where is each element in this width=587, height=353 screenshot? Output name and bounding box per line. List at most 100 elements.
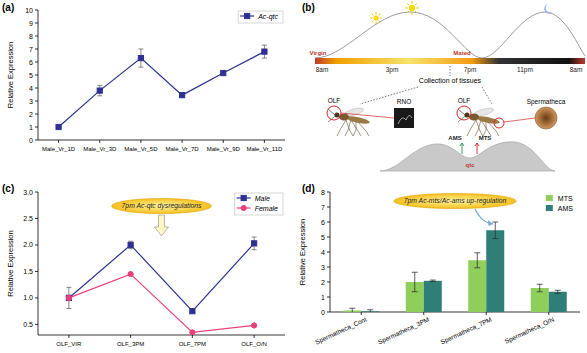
abdomen	[346, 115, 371, 125]
y-tick-label: 2	[321, 279, 325, 286]
legend-box	[238, 11, 283, 23]
y-tick-label: 1	[29, 124, 33, 131]
bar	[361, 311, 379, 312]
sun-ray	[415, 3, 417, 5]
marker	[252, 241, 257, 246]
tissue-label: OLF	[328, 97, 341, 104]
x-tick	[223, 140, 224, 143]
y-tick-label: 8	[321, 189, 325, 196]
y-tick-label: 3	[321, 264, 325, 271]
y-tick-label: 2	[29, 111, 33, 118]
sun-ray	[372, 20, 374, 22]
marker	[179, 93, 184, 98]
y-tick	[35, 297, 38, 298]
error-bar	[66, 287, 71, 308]
connector	[360, 87, 418, 104]
error-bar	[412, 272, 418, 292]
x-tick-label: Male_Vr_5D	[124, 146, 158, 152]
legend: Ac-qtc	[238, 11, 283, 23]
y-tick	[35, 271, 38, 272]
panel-label: (c)	[2, 183, 14, 194]
x-tick	[182, 140, 183, 143]
x-tick	[99, 140, 100, 143]
error-bar	[97, 85, 102, 95]
y-tick-label: 1.5	[23, 268, 33, 275]
x-axis	[38, 335, 285, 336]
marker	[241, 205, 246, 210]
head	[335, 113, 340, 118]
legend-swatch	[546, 205, 553, 211]
y-tick-label: 0	[29, 137, 33, 144]
y-tick-label: 0.5	[23, 321, 33, 328]
error-bar	[537, 284, 543, 292]
y-tick	[35, 49, 38, 50]
highlight-circle	[327, 106, 341, 120]
x-tick	[254, 335, 255, 338]
marker	[97, 88, 102, 93]
y-tick-label: 0	[321, 309, 325, 316]
timeline-label: 8am	[316, 66, 329, 73]
sun-icon	[405, 1, 418, 14]
x-tick	[361, 312, 362, 315]
error-bar	[349, 308, 355, 312]
x-tick	[486, 312, 487, 315]
y-tick-label: 8	[29, 33, 33, 40]
sun-ray	[372, 14, 374, 16]
y-tick	[327, 192, 330, 193]
y-tick	[327, 297, 330, 298]
y-tick	[35, 62, 38, 63]
leg	[467, 120, 476, 136]
annotation-oval	[394, 194, 517, 209]
marker	[56, 124, 61, 129]
marker	[252, 323, 257, 328]
legend-label: MTS	[558, 195, 573, 202]
sun-ray	[376, 22, 377, 25]
diagram: (b)Virgin8am3pmMated7pm11pm8amCollection…	[302, 1, 585, 171]
sun-ray	[415, 11, 417, 13]
x-tick	[423, 312, 424, 315]
connector	[482, 87, 492, 104]
y-tick-label: 10	[25, 7, 33, 14]
y-tick-label: 9	[29, 20, 33, 27]
error-bar	[367, 310, 373, 312]
sun-disc	[409, 5, 415, 11]
annotation-arrowhead	[488, 220, 493, 226]
sun-disc	[374, 16, 379, 21]
marker	[221, 70, 226, 75]
head	[465, 113, 470, 118]
y-tick	[327, 282, 330, 283]
marker	[190, 330, 195, 335]
x-tick-label: Male_Vr_7D	[166, 146, 200, 152]
panel-label: (d)	[302, 183, 315, 194]
y-tick-label: 7	[321, 204, 325, 211]
y-tick	[35, 23, 38, 24]
annotation-text: 7pm Ac-mts/Ac-ams up-regulation	[404, 197, 507, 205]
highlight-circle	[457, 106, 471, 120]
y-tick	[35, 244, 38, 245]
y-tick	[327, 222, 330, 223]
leg	[345, 120, 351, 136]
y-axis-label: Relative Expression	[6, 42, 15, 108]
x-tick	[130, 335, 131, 338]
gene-label: AMS	[448, 135, 461, 141]
y-tick-label: 5	[321, 234, 325, 241]
leg	[483, 120, 486, 136]
tissue-label: Spermatheca	[527, 98, 566, 106]
x-tick-label: OLF_7PM	[179, 341, 206, 347]
x-tick-label: OLF_3PM	[117, 341, 144, 347]
leg	[353, 120, 356, 136]
annotation-arrow	[155, 215, 169, 236]
y-tick-label: 4	[321, 249, 325, 256]
mosquito-icon	[328, 107, 370, 136]
sun-icon	[370, 12, 382, 24]
panel-label: (a)	[2, 2, 14, 13]
y-tick	[327, 207, 330, 208]
y-axis-label: Relative Expression	[298, 219, 307, 285]
sun-ray	[378, 20, 380, 22]
x-tick	[192, 335, 193, 338]
annotation-arrow	[475, 209, 493, 224]
sun-ray	[376, 12, 377, 15]
figure: (a)012345678910Relative ExpressionMale_V…	[0, 0, 587, 353]
y-tick-label: 2.5	[23, 215, 33, 222]
x-tick-label: Male_Vr_9D	[207, 146, 241, 152]
